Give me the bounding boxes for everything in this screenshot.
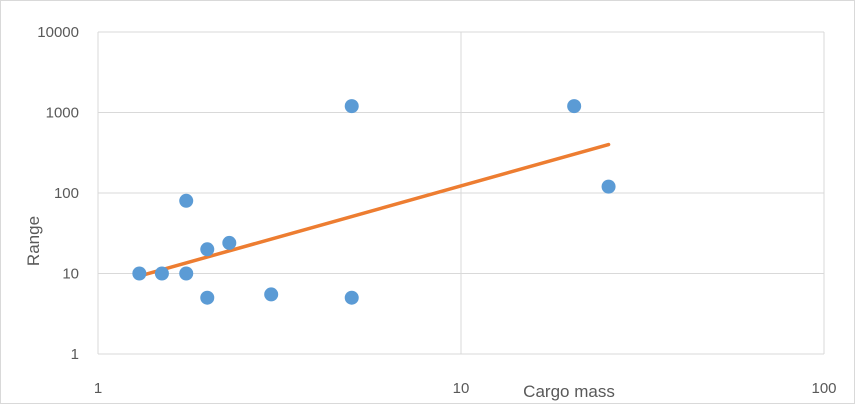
- data-point-5: [200, 290, 215, 305]
- x-tick-label-1: 10: [453, 380, 470, 397]
- data-point-2: [179, 266, 194, 281]
- trendline-layer: [137, 142, 611, 278]
- x-tick-label-2: 100: [811, 380, 836, 397]
- data-point-6: [222, 235, 237, 250]
- grid-lines: [97, 31, 825, 355]
- y-tick-label-0: 1: [71, 346, 79, 363]
- data-point-9: [344, 290, 359, 305]
- y-tick-label-2: 100: [54, 185, 79, 202]
- y-tick-label-3: 1000: [46, 105, 79, 122]
- y-axis-title: Range: [24, 216, 43, 266]
- data-point-11: [601, 179, 616, 194]
- x-tick-label-0: 1: [94, 380, 102, 397]
- y-tick-label-4: 10000: [37, 24, 79, 41]
- data-point-3: [179, 193, 194, 208]
- data-point-7: [264, 287, 279, 302]
- x-axis-tick-labels: 1 10 100: [94, 380, 837, 397]
- y-axis-tick-labels: 1 10 100 1000 10000: [37, 24, 79, 363]
- trendline: [137, 142, 611, 278]
- data-point-8: [344, 99, 359, 114]
- data-points: [132, 99, 616, 305]
- data-point-4: [200, 242, 215, 257]
- data-point-1: [154, 266, 169, 281]
- data-point-10: [567, 99, 582, 114]
- y-tick-label-1: 10: [62, 266, 79, 283]
- data-point-0: [132, 266, 147, 281]
- x-axis-title: Cargo mass: [523, 382, 615, 401]
